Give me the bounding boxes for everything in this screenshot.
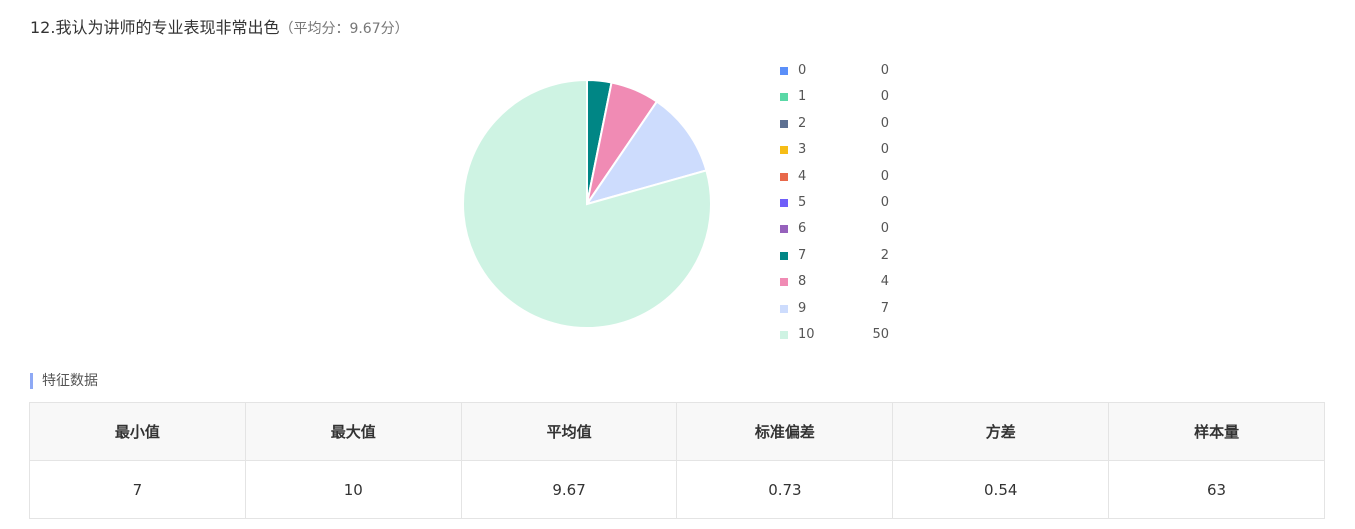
legend-count: 2	[880, 247, 889, 263]
legend-count: 0	[880, 221, 889, 237]
average-score-note: （平均分：9.67分）	[279, 21, 409, 37]
legend-label: 7	[798, 247, 807, 263]
legend-label: 3	[798, 142, 807, 158]
legend-label: 5	[798, 194, 807, 210]
question-text: 12.我认为讲师的专业表现非常出色	[30, 18, 280, 37]
legend-count: 4	[880, 274, 889, 290]
legend-swatch	[780, 146, 788, 155]
legend-swatch	[780, 119, 788, 128]
legend-count: 0	[880, 142, 889, 158]
section-accent-bar	[30, 373, 33, 389]
legend-label: 9	[798, 300, 807, 316]
legend-swatch	[780, 67, 788, 75]
legend-swatch	[780, 251, 788, 260]
legend-count: 0	[880, 115, 889, 131]
legend-swatch	[780, 304, 788, 313]
legend-label: 1	[798, 89, 807, 105]
section-title-text: 特征数据	[42, 373, 98, 389]
stats-header-variance: 方差	[892, 402, 1110, 461]
legend-count: 0	[880, 89, 889, 105]
legend-swatch	[780, 93, 788, 102]
legend-swatch	[780, 225, 788, 234]
legend-label: 0	[798, 63, 807, 78]
stats-table: 最小值 最大值 平均值 标准偏差 方差 样本量 7 10 9.67 0.73 0…	[29, 402, 1325, 519]
stats-header-mean: 平均值	[460, 402, 678, 461]
legend-swatch	[780, 198, 788, 207]
legend-label: 4	[798, 168, 807, 184]
stats-header-sample-size: 样本量	[1108, 402, 1325, 461]
legend-label: 6	[798, 221, 807, 237]
pie-chart	[462, 78, 712, 329]
legend-count: 7	[880, 300, 889, 316]
stats-value-max: 10	[244, 460, 462, 519]
legend-item-10[interactable]: 10 50	[778, 323, 908, 349]
pie-slice-10[interactable]	[462, 78, 712, 329]
legend-label: 2	[798, 115, 807, 131]
stats-header-row: 最小值 最大值 平均值 标准偏差 方差 样本量	[29, 402, 1325, 461]
stats-value-min: 7	[29, 460, 246, 519]
stats-value-sample-size: 63	[1108, 460, 1325, 519]
stats-value-mean: 9.67	[460, 460, 678, 519]
stats-header-min: 最小值	[29, 402, 246, 461]
legend-label: 8	[798, 274, 807, 290]
legend-swatch	[780, 330, 788, 339]
stats-value-variance: 0.54	[892, 460, 1110, 519]
legend-swatch	[780, 278, 788, 287]
stats-value-std: 0.73	[676, 460, 894, 519]
chart-legend: 0 0 1 0 2 0 3 0 4 0 5 0 6 0 7 2 8 4 9 7 10 50	[778, 59, 908, 349]
question-title: 12.我认为讲师的专业表现非常出色（平均分：9.67分）	[30, 14, 409, 38]
stats-header-max: 最大值	[244, 402, 462, 461]
legend-swatch	[780, 172, 788, 181]
legend-count: 0	[880, 168, 889, 184]
legend-label: 10	[798, 326, 815, 342]
legend-count: 0	[880, 63, 889, 78]
stats-value-row: 7 10 9.67 0.73 0.54 63	[29, 460, 1325, 519]
legend-count: 50	[872, 326, 889, 342]
stats-header-std: 标准偏差	[676, 402, 894, 461]
section-title: 特征数据	[30, 372, 98, 390]
legend-count: 0	[880, 194, 889, 210]
